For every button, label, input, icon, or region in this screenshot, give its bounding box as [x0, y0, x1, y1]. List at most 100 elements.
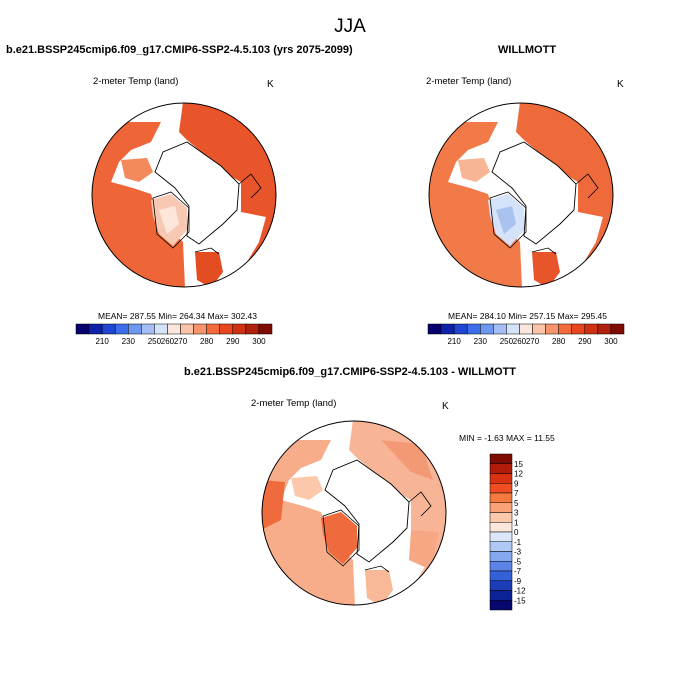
obs-colorbar-swatch — [440, 323, 455, 335]
diff-colorbar-label: 7 — [514, 489, 519, 498]
diff-colorbar-label: 15 — [514, 460, 523, 469]
obs-stats: MEAN= 284.10 Min= 257.15 Max= 295.45 — [448, 311, 608, 321]
obs-colorbar-tick: 280 — [552, 337, 566, 346]
obs-variable-label: 2-meter Temp (land) — [426, 76, 512, 87]
obs-colorbar-swatch — [427, 323, 442, 335]
obs-colorbar-tick: 270 — [526, 337, 540, 346]
case-units-label: K — [267, 79, 274, 90]
diff-colorbar-label: 1 — [514, 518, 519, 527]
case-colorbar-tick: 290 — [226, 337, 240, 346]
case-colorbar-swatch — [114, 323, 129, 335]
diff-colorbar-label: -15 — [514, 596, 526, 605]
obs-colorbar: 210 230 250 260 270 280 290 300 — [427, 323, 625, 346]
case-colorbar-swatch — [141, 323, 155, 335]
diff-colorbar-swatch — [489, 522, 513, 533]
diff-colorbar-label: -1 — [514, 538, 522, 547]
obs-colorbar-tick: 230 — [474, 337, 488, 346]
obs-units-label: K — [617, 79, 624, 90]
obs-colorbar-swatch — [453, 323, 468, 335]
case-land-west — [92, 122, 185, 287]
case-colorbar-swatch — [258, 323, 273, 335]
diff-colorbar-swatch — [489, 502, 513, 513]
case-colorbar-swatch — [219, 323, 234, 335]
case-variable-label: 2-meter Temp (land) — [93, 76, 179, 87]
obs-colorbar-swatch — [506, 323, 520, 335]
obs-land-west — [429, 122, 522, 287]
diff-greenland — [321, 512, 357, 564]
diff-colorbar-swatch — [489, 570, 513, 581]
diff-colorbar-label: 3 — [514, 509, 519, 518]
case-colorbar-swatch — [206, 323, 220, 335]
diff-colorbar-swatch — [489, 551, 513, 562]
case-colorbar-tick: 260 — [161, 337, 175, 346]
diff-colorbar-label: -12 — [514, 587, 526, 596]
diff-colorbar-label: 0 — [514, 528, 519, 537]
case-colorbar-swatch — [128, 323, 142, 335]
diff-land-west — [262, 440, 355, 605]
obs-colorbar-swatch — [571, 323, 586, 335]
figure-title: JJA — [334, 16, 366, 37]
diff-panel-header: b.e21.BSSP245cmip6.f09_g17.CMIP6-SSP2-4.… — [184, 366, 516, 378]
case-colorbar-tick: 300 — [252, 337, 266, 346]
diff-colorbar-swatch — [489, 600, 513, 611]
case-colorbar-swatch — [88, 323, 103, 335]
case-colorbar-swatch — [101, 323, 116, 335]
diff-units-label: K — [442, 401, 449, 412]
diff-colorbar-swatch — [489, 541, 513, 552]
case-colorbar-swatch — [245, 323, 260, 335]
case-land-east — [179, 103, 276, 287]
case-colorbar-tick: 210 — [95, 337, 109, 346]
obs-colorbar-tick: 260 — [513, 337, 527, 346]
diff-colorbar-swatch — [489, 453, 513, 464]
diff-colorbar-swatch — [489, 473, 513, 484]
obs-colorbar-tick: 250 — [500, 337, 514, 346]
diff-colorbar-label: 9 — [514, 479, 519, 488]
case-colorbar-swatch — [75, 323, 90, 335]
diff-colorbar-swatch — [489, 531, 513, 542]
diff-colorbar-label: -3 — [514, 548, 522, 557]
diff-variable-label: 2-meter Temp (land) — [251, 398, 337, 409]
diff-colorbar-label: 5 — [514, 499, 519, 508]
diff-colorbar-label: -9 — [514, 577, 522, 586]
obs-land-east — [516, 103, 613, 287]
obs-colorbar-swatch — [519, 323, 533, 335]
diff-colorbar-swatch — [489, 561, 513, 572]
diff-polar-map — [261, 420, 447, 606]
case-colorbar-tick: 280 — [200, 337, 214, 346]
diff-colorbar-label: 12 — [514, 470, 523, 479]
obs-panel-header: WILLMOTT — [498, 44, 557, 56]
obs-colorbar-tick: 210 — [447, 337, 461, 346]
case-stats: MEAN= 287.55 Min= 264.34 Max= 302.43 — [98, 311, 258, 321]
obs-colorbar-swatch — [545, 323, 559, 335]
obs-colorbar-swatch — [493, 323, 507, 335]
obs-colorbar-swatch — [610, 323, 625, 335]
case-panel-header: b.e21.BSSP245cmip6.f09_g17.CMIP6-SSP2-4.… — [6, 44, 353, 56]
obs-polar-map — [428, 102, 614, 288]
obs-colorbar-swatch — [480, 323, 494, 335]
diff-colorbar-swatch — [489, 492, 513, 503]
obs-colorbar-swatch — [466, 323, 481, 335]
case-colorbar: 210 230 250 260 270 280 290 300 — [75, 323, 273, 346]
diff-colorbar-swatch — [489, 463, 513, 474]
case-colorbar-tick: 250 — [148, 337, 162, 346]
case-colorbar-tick: 230 — [122, 337, 136, 346]
obs-colorbar-swatch — [532, 323, 546, 335]
obs-colorbar-swatch — [597, 323, 612, 335]
case-colorbar-tick: 270 — [174, 337, 188, 346]
diff-colorbar-swatch — [489, 512, 513, 523]
diff-colorbar-swatch — [489, 483, 513, 494]
case-polar-map — [91, 102, 277, 288]
obs-colorbar-tick: 300 — [604, 337, 618, 346]
case-colorbar-swatch — [232, 323, 247, 335]
obs-colorbar-swatch — [558, 323, 572, 335]
case-colorbar-swatch — [167, 323, 181, 335]
diff-colorbar-label: -7 — [514, 567, 522, 576]
case-colorbar-swatch — [154, 323, 168, 335]
diff-colorbar-swatch — [489, 580, 513, 591]
obs-colorbar-swatch — [584, 323, 599, 335]
case-colorbar-swatch — [193, 323, 207, 335]
diff-colorbar-swatch — [489, 590, 513, 601]
obs-colorbar-tick: 290 — [578, 337, 592, 346]
diff-stats: MIN = -1.63 MAX = 11.55 — [459, 433, 555, 443]
